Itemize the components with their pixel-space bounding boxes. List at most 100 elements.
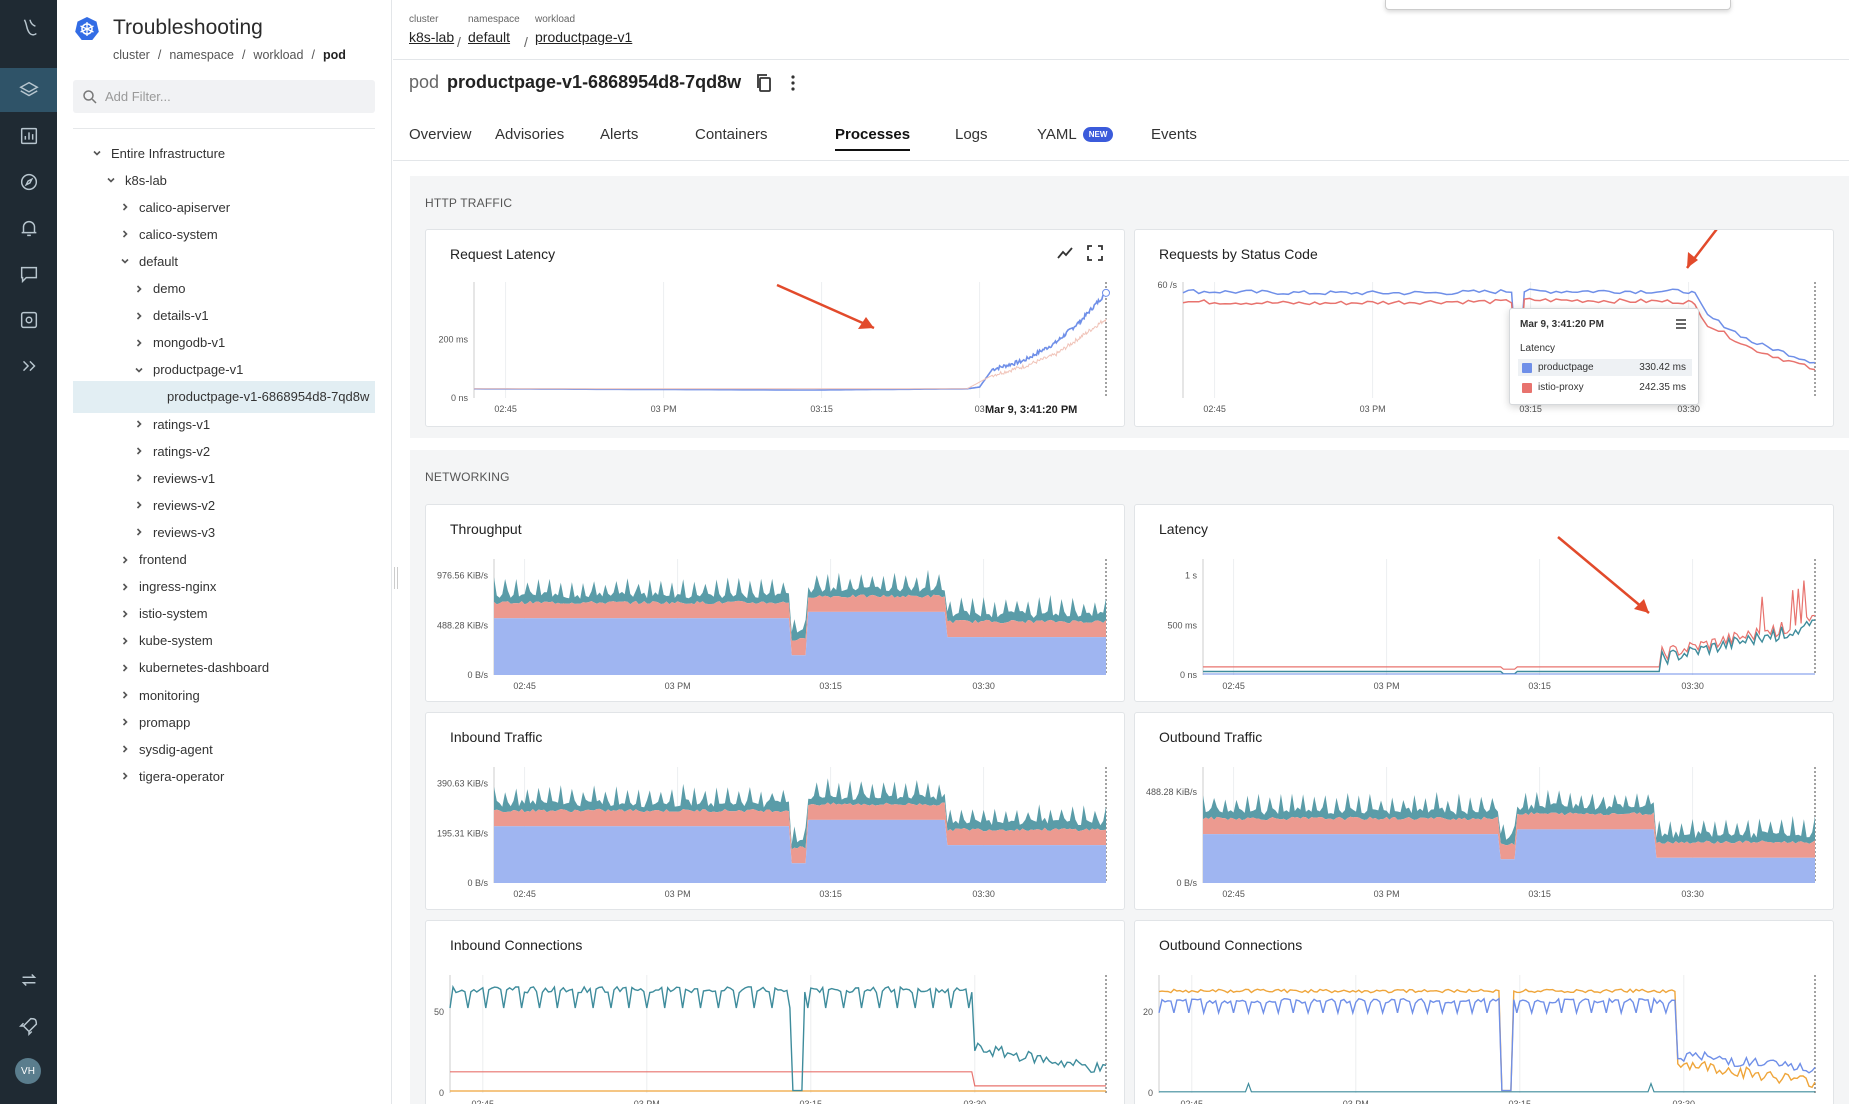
tab-yaml[interactable]: YAML NEW: [1037, 126, 1114, 149]
breadcrumb-item[interactable]: workload productpage-v1: [535, 14, 632, 45]
chart-panel[interactable]: Outbound Connections 02:45 03 PM 03:15 03:30…: [1134, 920, 1834, 1104]
breadcrumb-link[interactable]: productpage-v1: [535, 29, 633, 45]
chevron-right-icon[interactable]: [133, 310, 145, 322]
tree-item[interactable]: promapp: [73, 706, 375, 738]
chevron-right-icon[interactable]: [119, 662, 131, 674]
chevron-down-icon[interactable]: [105, 174, 117, 186]
sync-icon[interactable]: [0, 958, 57, 1002]
tree-item[interactable]: productpage-v1: [73, 354, 375, 386]
scope-crumb[interactable]: cluster: [113, 48, 150, 62]
tab-overview[interactable]: Overview: [409, 126, 472, 149]
expand-icon[interactable]: [0, 344, 57, 388]
tree-item[interactable]: details-v1: [73, 300, 375, 332]
tab-alerts[interactable]: Alerts: [600, 126, 638, 149]
chart-plot[interactable]: 02:45 03 PM 03:15 03:30 0 50: [426, 921, 1126, 1104]
logo-icon[interactable]: [0, 6, 57, 50]
breadcrumb-item[interactable]: cluster k8s-lab: [409, 14, 454, 45]
tab-events[interactable]: Events: [1151, 126, 1197, 149]
tree-item[interactable]: monitoring: [73, 679, 375, 711]
tree-item[interactable]: ratings-v1: [73, 408, 375, 440]
chevron-right-icon[interactable]: [119, 228, 131, 240]
fullscreen-icon[interactable]: [1086, 244, 1104, 262]
chevron-right-icon[interactable]: [119, 201, 131, 213]
scope-crumb[interactable]: workload: [253, 48, 304, 62]
tree-item[interactable]: ratings-v2: [73, 435, 375, 467]
tree-item[interactable]: reviews-v2: [73, 489, 375, 521]
chart-panel[interactable]: Latency 02:45 03 PM 03:15 03:30 0 ns 500 ms 1 s: [1134, 504, 1834, 702]
tree-item[interactable]: istio-system: [73, 598, 375, 630]
rocket-icon[interactable]: [0, 1004, 57, 1048]
chevron-right-icon[interactable]: [119, 635, 131, 647]
tree-item[interactable]: tigera-operator: [73, 760, 375, 792]
chart-panel[interactable]: Requests by Status Code 02:45 03 PM 03:15 03…: [1134, 229, 1834, 427]
scope-crumb[interactable]: pod: [322, 48, 346, 62]
chevron-right-icon[interactable]: [119, 770, 131, 782]
trend-icon[interactable]: [1056, 244, 1074, 262]
chart-plot[interactable]: 02:45 03 PM 03:15 03:30 0 ns 500 ms 1 s: [1135, 505, 1835, 703]
tab-processes[interactable]: Processes: [835, 126, 911, 151]
tree-item[interactable]: demo: [73, 273, 375, 305]
resize-handle[interactable]: [394, 567, 398, 589]
chart-plot[interactable]: 02:45 03 PM 03:15 03 0 ns 200 ms: [426, 230, 1126, 428]
tree-item[interactable]: frontend: [73, 544, 375, 576]
chevron-right-icon[interactable]: [133, 472, 145, 484]
chevron-right-icon[interactable]: [119, 743, 131, 755]
tree-item[interactable]: sysdig-agent: [73, 733, 375, 765]
chevron-down-icon[interactable]: [119, 255, 131, 267]
menu-icon[interactable]: [1674, 317, 1688, 331]
chart-panel[interactable]: Throughput 02:45 03 PM 03:15 03:30 0 B/s 488.2…: [425, 504, 1125, 702]
more-icon[interactable]: [785, 73, 801, 93]
copy-icon[interactable]: [755, 73, 773, 93]
chart-plot[interactable]: 02:45 03 PM 03:15 03:30 0 B/s 488.28 KiB/s 976…: [426, 505, 1126, 703]
layers-icon[interactable]: [0, 68, 57, 112]
chart-plot[interactable]: 02:45 03 PM 03:15 03:30 60 /s: [1135, 230, 1835, 428]
chevron-right-icon[interactable]: [133, 418, 145, 430]
chart-plot[interactable]: 02:45 03 PM 03:15 03:30 0 B/s 488.28 KiB/s: [1135, 713, 1835, 911]
chart-icon[interactable]: [0, 114, 57, 158]
chart-plot[interactable]: 02:45 03 PM 03:15 03:30 0 B/s 195.31 KiB/s 390…: [426, 713, 1126, 911]
chevron-right-icon[interactable]: [119, 581, 131, 593]
tree-item[interactable]: k8s-lab: [73, 164, 375, 196]
chevron-right-icon[interactable]: [119, 689, 131, 701]
avatar[interactable]: VH: [15, 1058, 41, 1084]
chart-plot[interactable]: 02:45 03 PM 03:15 03:30 0 20: [1135, 921, 1835, 1104]
chevron-right-icon[interactable]: [133, 445, 145, 457]
chevron-right-icon[interactable]: [133, 526, 145, 538]
tree-item[interactable]: productpage-v1-6868954d8-7qd8w: [73, 380, 375, 413]
tree-item[interactable]: ingress-nginx: [73, 571, 375, 603]
capture-icon[interactable]: [0, 298, 57, 342]
chevron-right-icon[interactable]: [119, 608, 131, 620]
filter-input[interactable]: [105, 89, 365, 104]
tree-item[interactable]: calico-apiserver: [73, 191, 375, 223]
breadcrumb-item[interactable]: namespace default: [468, 14, 520, 45]
tree-item[interactable]: default: [73, 245, 375, 277]
chevron-right-icon[interactable]: [119, 716, 131, 728]
chevron-down-icon[interactable]: [133, 364, 145, 376]
tree-item[interactable]: Entire Infrastructure: [73, 137, 375, 169]
tab-logs[interactable]: Logs: [955, 126, 988, 149]
tree-item[interactable]: reviews-v1: [73, 462, 375, 494]
chevron-right-icon[interactable]: [133, 283, 145, 295]
tree-item[interactable]: kube-system: [73, 625, 375, 657]
tab-advisories[interactable]: Advisories: [495, 126, 564, 149]
chart-panel[interactable]: Outbound Traffic 02:45 03 PM 03:15 03:30 0 B/…: [1134, 712, 1834, 910]
tree-item[interactable]: mongodb-v1: [73, 327, 375, 359]
chat-icon[interactable]: [0, 252, 57, 296]
scope-crumb[interactable]: namespace: [169, 48, 234, 62]
compass-icon[interactable]: [0, 160, 57, 204]
chart-panel[interactable]: Inbound Traffic 02:45 03 PM 03:15 03:30 0 B/s…: [425, 712, 1125, 910]
tree-item[interactable]: kubernetes-dashboard: [73, 652, 375, 684]
chevron-right-icon[interactable]: [119, 554, 131, 566]
chart-panel[interactable]: Inbound Connections 02:45 03 PM 03:15 03:30 0…: [425, 920, 1125, 1104]
breadcrumb-link[interactable]: k8s-lab: [409, 29, 455, 45]
chevron-down-icon[interactable]: [91, 147, 103, 159]
chevron-right-icon[interactable]: [133, 499, 145, 511]
tree-item[interactable]: calico-system: [73, 218, 375, 250]
tab-containers[interactable]: Containers: [695, 126, 768, 149]
breadcrumb-link[interactable]: default: [468, 29, 511, 45]
chart-panel[interactable]: Request Latency 02:45 03 PM 03:15 03 0 ns 200 …: [425, 229, 1125, 427]
tree-item[interactable]: reviews-v3: [73, 516, 375, 548]
filter-box[interactable]: [73, 80, 375, 113]
bell-icon[interactable]: [0, 206, 57, 250]
chevron-right-icon[interactable]: [133, 337, 145, 349]
